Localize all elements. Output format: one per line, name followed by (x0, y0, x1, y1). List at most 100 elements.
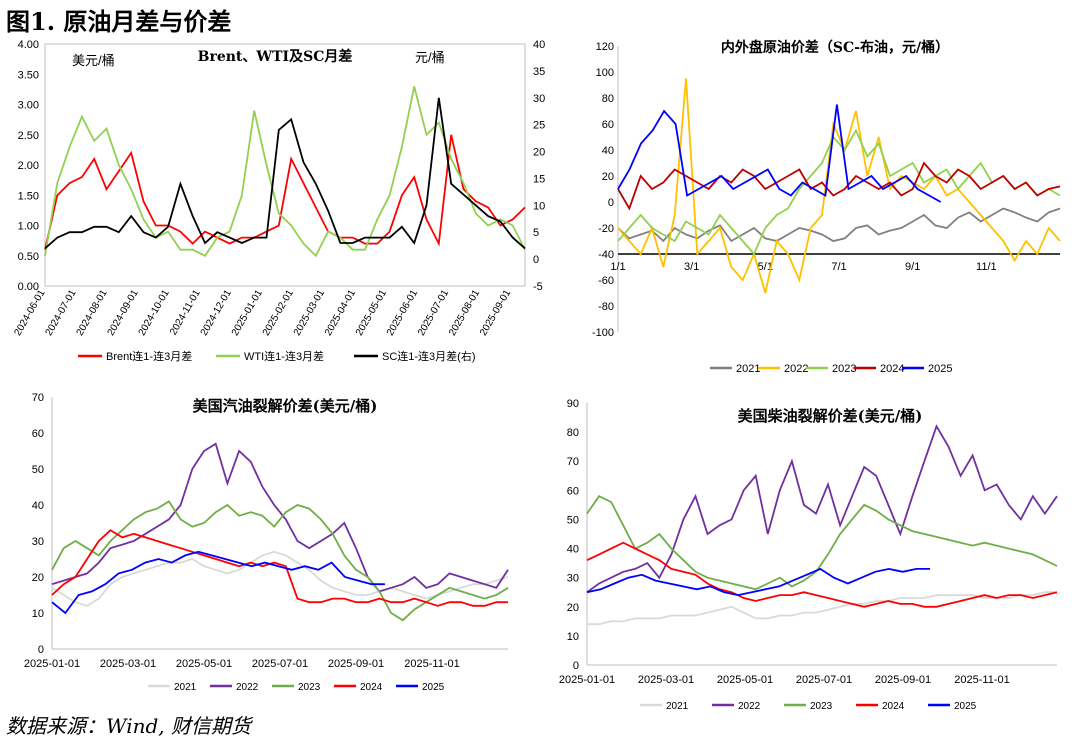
x-axis-tick: 2025-01-01 (230, 288, 265, 338)
series-line (44, 86, 526, 258)
y-axis-tick: 3.50 (18, 69, 39, 81)
y-axis-tick: 60 (32, 428, 44, 440)
series-line (586, 567, 931, 597)
x-axis-tick: 7/1 (831, 261, 846, 273)
left-unit: 美元/桶 (72, 53, 115, 68)
y-axis-tick: -20 (598, 223, 614, 235)
x-axis-tick: 2025-05-01 (717, 674, 773, 686)
x-axis-tick: 2024-09-01 (106, 288, 141, 338)
x-axis-tick: 2025-01-01 (559, 674, 615, 686)
chart-title: Brent、WTI及SC月差 (198, 48, 353, 65)
chart-gasoline: 美国汽油裂解价差(美元/桶) 0 10 20 30 40 50 60 70 2025-01-01 2… (24, 392, 509, 693)
legend-label: 2025 (954, 701, 977, 712)
legend-label: 2025 (422, 682, 445, 693)
series-line (51, 529, 508, 607)
x-axis-tick: 2025-09-01 (478, 288, 513, 338)
x-axis-tick: 11/1 (976, 261, 997, 273)
y2-axis-tick: 5 (533, 227, 539, 239)
y2-axis-tick: -5 (533, 281, 543, 293)
y-axis-tick: 20 (567, 602, 579, 614)
x-axis-tick: 1/1 (610, 261, 625, 273)
y-axis-tick: 100 (596, 67, 614, 79)
y-axis-tick: -100 (592, 327, 614, 339)
x-axis-tick: 2025-07-01 (416, 288, 451, 338)
y2-axis-tick: 0 (533, 254, 539, 266)
y-axis-tick: 30 (32, 536, 44, 548)
y-axis-tick: 60 (602, 119, 614, 131)
legend-label: 2024 (882, 701, 905, 712)
y-axis-tick: 70 (567, 456, 579, 468)
y-axis-tick: 80 (602, 93, 614, 105)
figure-title: 图1. 原油月差与价差 (6, 7, 232, 36)
x-axis-tick: 2025-07-01 (252, 658, 308, 670)
legend-label: 2023 (832, 363, 856, 375)
series-line (586, 541, 1058, 608)
series-line (617, 128, 1061, 256)
legend-label: 2021 (736, 363, 760, 375)
legend-label: 2025 (928, 363, 952, 375)
series-line (586, 495, 1058, 591)
x-axis-tick: 2024-12-01 (199, 288, 234, 338)
series-line (51, 550, 385, 615)
y-axis-tick: 3.00 (18, 100, 39, 112)
series-line (617, 104, 942, 203)
legend-label: 2024 (360, 682, 383, 693)
y2-axis-tick: 10 (533, 200, 545, 212)
legend-label: 2022 (784, 363, 808, 375)
x-axis-tick: 2025-03-01 (100, 658, 156, 670)
chart-title: 美国汽油裂解价差(美元/桶) (193, 397, 378, 415)
x-axis-tick: 2025-01-01 (24, 658, 80, 670)
x-axis-tick: 2025-05-01 (354, 288, 389, 338)
y-axis-tick: -40 (598, 249, 614, 261)
legend-label: SC连1-连3月差(右) (382, 349, 476, 363)
legend-label: 2021 (666, 701, 689, 712)
y-axis-tick: 0 (573, 660, 579, 672)
source-note: 数据来源：Wind, 财信期货 (6, 714, 251, 738)
y-axis-tick: 10 (32, 608, 44, 620)
y-axis-tick: 40 (602, 145, 614, 157)
series-line (51, 442, 509, 593)
series-line (617, 161, 1061, 211)
x-axis-tick: 2025-05-01 (176, 658, 232, 670)
y-axis-tick: 40 (567, 544, 579, 556)
legend-label: 2022 (236, 682, 259, 693)
legend-label: WTI连1-连3月差 (244, 349, 324, 363)
y2-axis-tick: 35 (533, 66, 545, 78)
y-axis-tick: 80 (567, 427, 579, 439)
y-axis-tick: 40 (32, 500, 44, 512)
y2-axis-tick: 25 (533, 120, 545, 132)
x-axis-tick: 2024-11-01 (168, 288, 203, 338)
right-unit: 元/桶 (415, 50, 445, 65)
y-axis-tick: 30 (567, 573, 579, 585)
chart-title: 美国柴油裂解价差(美元/桶) (738, 407, 923, 425)
y-axis-tick: 120 (596, 41, 614, 53)
x-axis-tick: 2024-08-01 (75, 288, 110, 338)
x-axis-tick: 2024-06-01 (12, 288, 47, 338)
y-axis-tick: 2.00 (18, 160, 39, 172)
x-axis-tick: 2025-03-01 (638, 674, 694, 686)
x-axis-tick: 2024-10-01 (137, 288, 172, 338)
x-axis-tick: 2025-09-01 (328, 658, 384, 670)
x-axis-tick: 2025-03-01 (292, 288, 327, 338)
legend-label: 2024 (880, 363, 904, 375)
y-axis-tick: 0 (38, 644, 44, 656)
series-line (617, 78, 1061, 294)
chart-diesel: 美国柴油裂解价差(美元/桶) 0 10 20 30 40 50 60 70 80 90 2025-01… (559, 398, 1058, 712)
x-axis-tick: 2024-07-01 (44, 288, 79, 338)
chart-sc-brent: 内外盘原油价差（SC-布油，元/桶） -100 -80 -60 -40 -20 0 20 40 6… (592, 39, 1061, 375)
y-axis-tick: 10 (567, 631, 579, 643)
y-axis-tick: 1.50 (18, 190, 39, 202)
y-axis-tick: -60 (598, 275, 614, 287)
y-axis-tick: 20 (32, 572, 44, 584)
y2-axis-tick: 15 (533, 173, 545, 185)
y2-axis-tick: 30 (533, 93, 545, 105)
y-axis-tick: 70 (32, 392, 44, 404)
x-axis-tick: 2025-08-01 (447, 288, 482, 338)
y-axis-tick: 4.00 (18, 39, 39, 51)
x-axis-tick: 5/1 (758, 261, 773, 273)
y-axis-tick: 0.50 (18, 251, 39, 263)
x-axis-tick: 2025-02-01 (261, 288, 296, 338)
x-axis-tick: 2025-09-01 (875, 674, 931, 686)
y-axis-tick: 60 (567, 485, 579, 497)
y-axis-tick: -80 (598, 301, 614, 313)
